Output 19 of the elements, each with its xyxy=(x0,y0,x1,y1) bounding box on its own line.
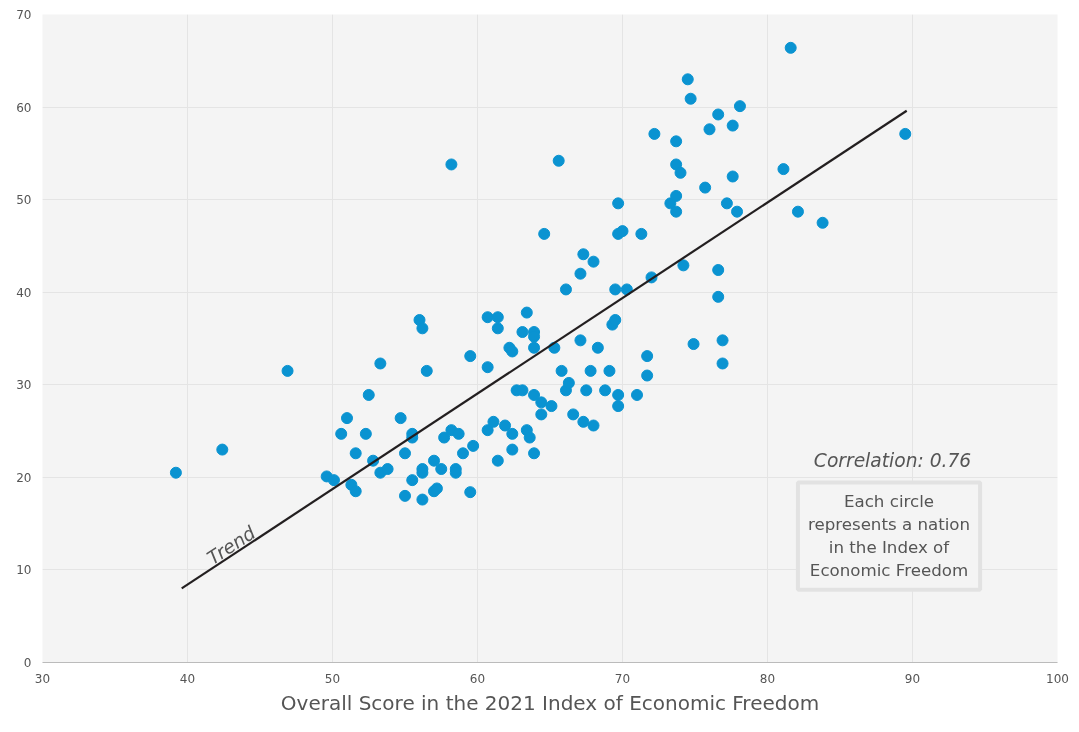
y-tick-label: 70 xyxy=(16,8,32,22)
y-tick-label: 60 xyxy=(16,100,32,115)
y-tick-label: 50 xyxy=(16,193,32,208)
x-tick-label: 40 xyxy=(179,671,196,686)
x-tick-label: 90 xyxy=(904,671,921,686)
annotation: Correlation: 0.76 xyxy=(813,450,972,472)
x-tick-label: 60 xyxy=(469,671,486,686)
x-axis-title: Overall Score in the 2021 Index of Economic Freedom xyxy=(280,690,820,715)
x-tick-label: 70 xyxy=(614,671,631,686)
x-tick-label: 50 xyxy=(324,671,341,686)
x-tick-label: 30 xyxy=(34,671,51,686)
y-tick-label: 30 xyxy=(16,378,32,393)
y-tick-label: 0 xyxy=(23,656,32,670)
x-tick-label: 80 xyxy=(759,671,776,686)
y-tick-label: 20 xyxy=(16,470,32,485)
annotation: Each circle represents a nation in the Index of Economic Freedom xyxy=(807,492,971,580)
x-tick-label: 100 xyxy=(1046,671,1069,686)
y-tick-label: 10 xyxy=(16,563,32,578)
y-tick-label: 40 xyxy=(16,285,32,300)
